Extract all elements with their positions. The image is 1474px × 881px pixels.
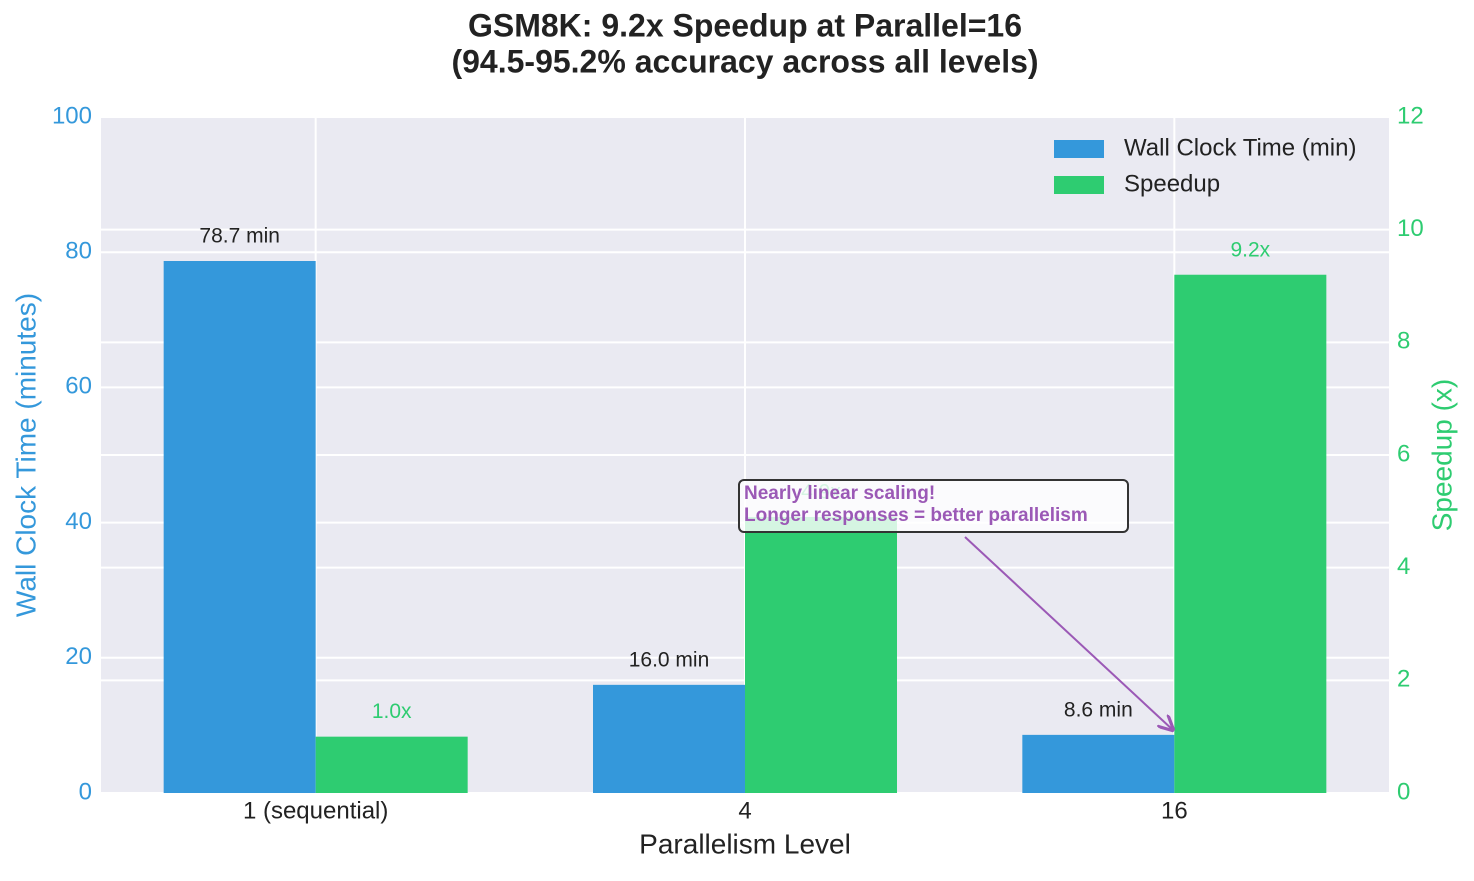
x-tick-label: 1 (sequential)	[243, 797, 388, 824]
y2-tick-label: 10	[1397, 215, 1424, 242]
y2-axis-label: Speedup (x)	[1426, 379, 1457, 532]
bar	[745, 516, 897, 793]
bar	[1174, 274, 1327, 793]
chart-title: GSM8K: 9.2x Speedup at Parallel=16	[468, 7, 1022, 43]
value-label: 8.6 min	[1064, 698, 1133, 721]
bar	[163, 260, 316, 793]
bar	[593, 684, 745, 793]
y-axis-label: Wall Clock Time (minutes)	[10, 293, 41, 617]
y-tick-label: 100	[52, 102, 92, 129]
y-tick-label: 40	[65, 508, 92, 535]
value-label: 1.0x	[372, 700, 412, 723]
annotation-box	[738, 479, 1129, 533]
y2-tick-label: 2	[1397, 666, 1410, 693]
y2-tick-label: 0	[1397, 778, 1410, 805]
x-axis-label: Parallelism Level	[639, 828, 851, 859]
annotation-text: Longer responses = better parallelism	[744, 505, 1088, 526]
value-label: 78.7 min	[199, 225, 280, 248]
y-tick-label: 80	[65, 238, 92, 265]
y2-tick-label: 8	[1397, 328, 1410, 355]
legend-swatch	[1054, 140, 1104, 158]
value-label: 9.2x	[1230, 238, 1270, 261]
bar	[315, 736, 468, 793]
y2-tick-label: 4	[1397, 553, 1410, 580]
y-tick-label: 0	[79, 778, 92, 805]
annotation-text: Nearly linear scaling!	[744, 483, 935, 504]
annotation-arrow	[964, 536, 1174, 731]
x-tick-label: 4	[738, 797, 751, 824]
chart-subtitle: (94.5-95.2% accuracy across all levels)	[451, 43, 1038, 79]
y-tick-label: 60	[65, 373, 92, 400]
legend-label: Speedup	[1124, 170, 1220, 197]
x-tick-label: 16	[1161, 797, 1188, 824]
bar	[1022, 734, 1175, 793]
legend-swatch	[1054, 176, 1104, 194]
value-label: 16.0 min	[629, 648, 710, 671]
legend-label: Wall Clock Time (min)	[1124, 134, 1356, 161]
y-tick-label: 20	[65, 643, 92, 670]
y2-tick-label: 12	[1397, 102, 1424, 129]
y2-tick-label: 6	[1397, 440, 1410, 467]
